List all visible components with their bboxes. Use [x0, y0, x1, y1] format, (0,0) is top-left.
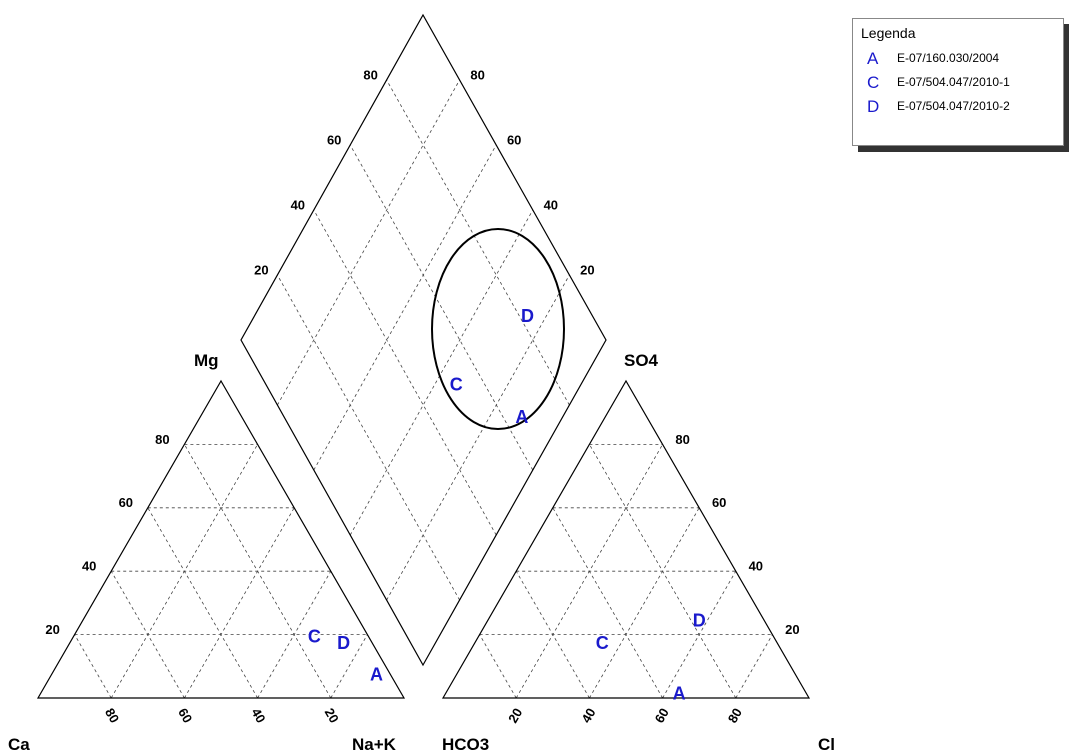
diamond-gridline [313, 144, 497, 471]
tick-label: 40 [544, 197, 558, 212]
anion-triangle-gridline [515, 444, 663, 699]
legend-symbol: D [867, 97, 880, 116]
tick-label: 60 [507, 132, 521, 147]
tick-labels: 20 80 80 20 20 80 40 60 60 40 40 60 60 40 40 60 60 40 80 20… [45, 67, 799, 725]
anion-triangle-gridline [552, 507, 663, 699]
tick-label: 40 [291, 197, 305, 212]
tick-label: 80 [155, 432, 169, 447]
anion-triangle [441, 379, 811, 699]
sample-point-cation-d: D [337, 633, 350, 653]
diamond-gridline [386, 274, 570, 601]
legend-title: Legenda [861, 25, 916, 41]
tick-label: 80 [102, 705, 122, 725]
tick-label: 60 [712, 495, 726, 510]
cation-triangle-gridline [147, 507, 258, 699]
cation-triangle-gridline [330, 634, 368, 699]
sample-point-cation-a: A [370, 665, 383, 685]
legend-label: E-07/160.030/2004 [897, 51, 1000, 65]
tick-label: 80 [675, 432, 689, 447]
legend: Legenda A E-07/160.030/2004 C E-07/504.0… [852, 18, 1064, 146]
sample-point-diamond-d: D [521, 306, 534, 326]
grid-layer [74, 79, 773, 699]
tick-label: 20 [322, 705, 342, 725]
legend-label: E-07/504.047/2010-1 [897, 75, 1010, 89]
cation-triangle-gridline [74, 634, 112, 699]
tick-label: 20 [45, 622, 59, 637]
anion-triangle-gridline [479, 634, 517, 699]
tick-label: 60 [175, 705, 195, 725]
tick-label: 60 [119, 495, 133, 510]
diamond-gridline [277, 79, 460, 406]
apex-label-cl: Cl [818, 735, 835, 754]
sample-point-anion-a: A [673, 684, 686, 704]
frame-layer [36, 13, 811, 699]
tick-label: 20 [254, 262, 268, 277]
cation-triangle [36, 379, 406, 699]
anion-triangle-gridline [589, 507, 700, 699]
cation-triangle-gridline [184, 507, 295, 699]
anion-triangle-gridline [589, 444, 737, 699]
tick-label: 40 [82, 559, 96, 574]
tick-label: 20 [785, 622, 799, 637]
legend-symbol: C [867, 73, 880, 92]
diamond [240, 13, 607, 667]
legend-label: E-07/504.047/2010-2 [897, 99, 1010, 113]
cation-triangle-gridline [184, 444, 332, 699]
diamond-gridline [349, 144, 534, 471]
tick-label: 40 [248, 705, 268, 725]
tick-label: 80 [363, 67, 377, 82]
tick-label: 20 [505, 705, 525, 725]
legend-symbol: A [867, 49, 879, 68]
diamond-gridline [313, 209, 497, 536]
cation-triangle-gridline [110, 444, 258, 699]
apex-label-hco3: HCO3 [442, 735, 489, 754]
diamond-gridline [386, 79, 570, 406]
tick-label: 40 [749, 559, 763, 574]
sample-point-diamond-c: C [450, 374, 463, 394]
apex-label-so4: SO4 [624, 351, 659, 370]
sample-point-diamond-a: A [515, 407, 528, 427]
diamond-gridline [349, 209, 534, 536]
sample-point-anion-d: D [693, 611, 706, 631]
sample-point-anion-c: C [596, 633, 609, 653]
diamond-gridline [277, 274, 460, 601]
tick-label: 40 [578, 705, 598, 725]
highlight-ellipse [431, 228, 565, 430]
tick-label: 20 [580, 262, 594, 277]
apex-labels: Ca Na+K HCO3 Cl Mg SO4 [8, 351, 835, 754]
tick-label: 80 [725, 705, 745, 725]
apex-label-mg: Mg [194, 351, 219, 370]
anion-triangle-gridline [735, 634, 773, 699]
apex-label-nak: Na+K [352, 735, 397, 754]
tick-label: 60 [327, 132, 341, 147]
apex-label-ca: Ca [8, 735, 30, 754]
tick-label: 60 [652, 705, 672, 725]
tick-label: 80 [470, 67, 484, 82]
sample-point-cation-c: C [308, 627, 321, 647]
